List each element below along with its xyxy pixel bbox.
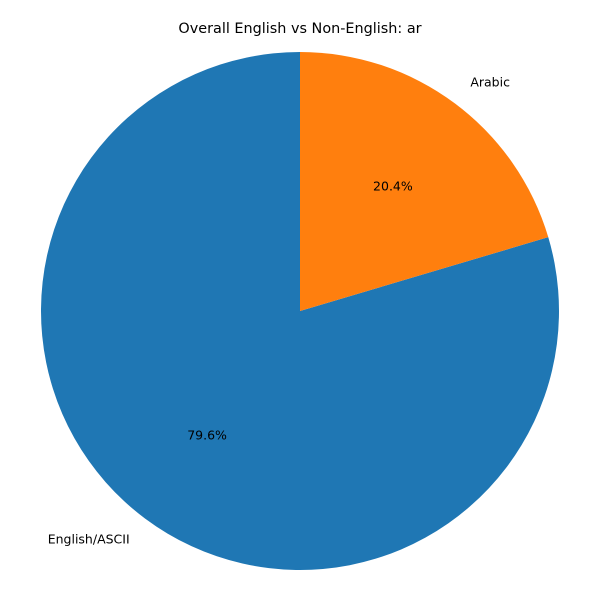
- pie-labels: English/ASCII 79.6% Arabic 20.4%: [48, 75, 510, 547]
- slice-label: English/ASCII: [48, 531, 130, 546]
- pie-slices: [40, 51, 559, 570]
- slice-percentage-label: 20.4%: [373, 178, 413, 193]
- chart-title: Overall English vs Non-English: ar: [178, 21, 421, 37]
- pie-slice-arabic: [300, 51, 549, 312]
- slice-label: Arabic: [470, 75, 510, 90]
- slice-percentage-label: 79.6%: [187, 428, 227, 443]
